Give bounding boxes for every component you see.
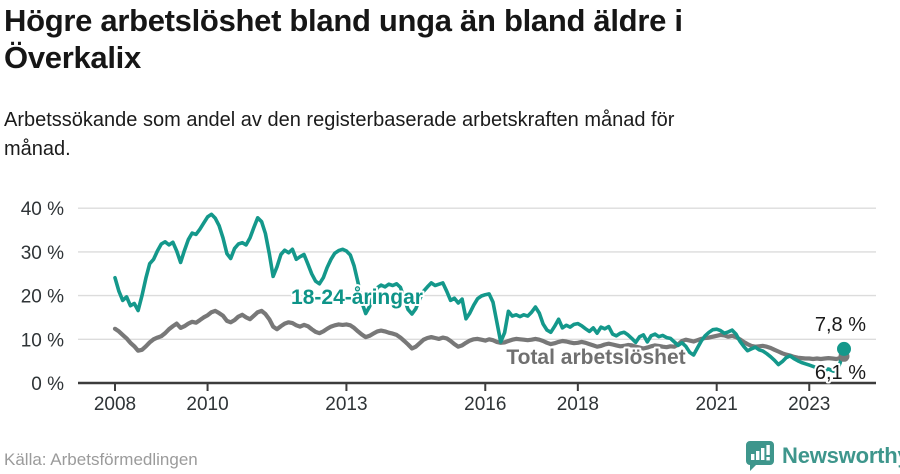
chart-subtitle-line-2: månad. — [4, 138, 71, 160]
y-axis-label: 0 % — [31, 374, 64, 395]
x-axis-label: 2023 — [788, 394, 830, 415]
exclamation-stem — [766, 445, 770, 455]
x-axis-label: 2021 — [696, 394, 738, 415]
grid-layer: 0 % 10 % 20 % 30 % 40 % — [21, 199, 876, 395]
page-title-line-1: Högre arbetslöshet bland unga än bland ä… — [4, 3, 683, 38]
x-axis: 2008 2010 2013 2016 2018 2021 2023 — [78, 381, 876, 415]
series-layer — [112, 212, 851, 374]
bar-3 — [761, 448, 765, 460]
series-label-youth: 18-24-åringar — [291, 286, 423, 309]
page-title: Högre arbetslöshet bland unga än bland ä… — [4, 2, 824, 76]
y-axis-label: 10 % — [21, 330, 64, 351]
x-axis-label: 2010 — [186, 394, 228, 415]
chart-subtitle-line-1: Arbetssökande som andel av den registerb… — [4, 109, 675, 131]
newsworthy-icon — [746, 441, 774, 471]
bar-2 — [756, 451, 760, 460]
exclamation-dot — [766, 457, 770, 461]
page-title-line-2: Överkalix — [4, 40, 141, 75]
x-axis-label: 2016 — [464, 394, 506, 415]
end-dot-youth — [837, 341, 851, 356]
y-axis-label: 20 % — [21, 287, 64, 308]
y-axis-label: 40 % — [21, 199, 64, 220]
end-label-youth: 7,8 % — [815, 314, 866, 336]
line-total-arbetsloshet — [112, 308, 847, 362]
x-axis-label: 2013 — [325, 394, 367, 415]
line-18-24-aringar — [113, 212, 846, 374]
y-axis-label: 30 % — [21, 243, 64, 264]
newsworthy-logo[interactable]: Newsworthy — [744, 440, 900, 472]
bar-1 — [751, 454, 755, 460]
source-note: Källa: Arbetsförmedlingen — [4, 450, 198, 469]
x-axis-label: 2008 — [94, 394, 136, 415]
chart-subtitle: Arbetssökande som andel av den registerb… — [4, 106, 834, 164]
series-label-total: Total arbetslöshet — [506, 346, 685, 369]
newsworthy-wordmark: Newsworthy — [782, 443, 900, 468]
x-axis-label: 2018 — [557, 394, 599, 415]
end-label-total: 6,1 % — [815, 362, 866, 384]
